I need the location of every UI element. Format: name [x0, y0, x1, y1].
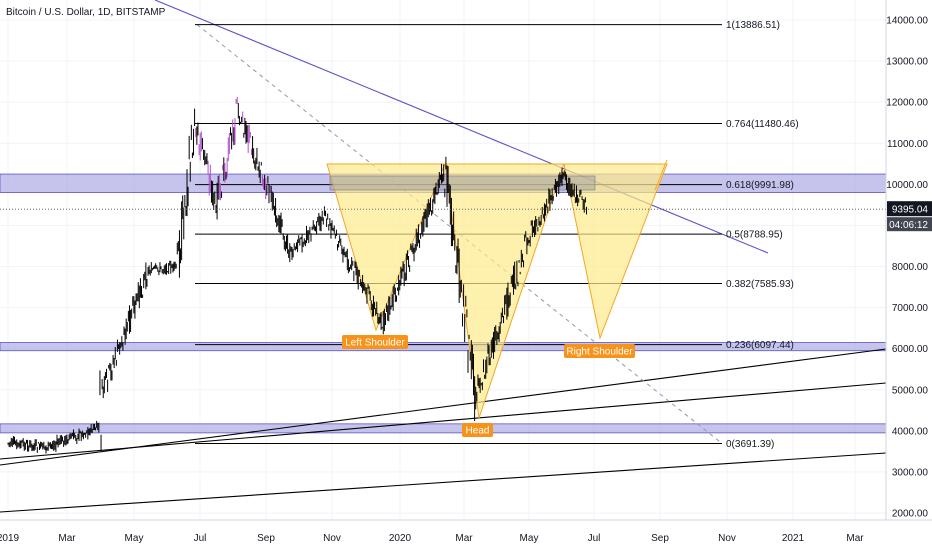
- price-axis-tick: 5000.00: [892, 385, 929, 396]
- price-axis[interactable]: [886, 0, 932, 550]
- time-axis-tick: May: [520, 533, 539, 544]
- price-axis-tick: 13000.00: [886, 57, 928, 68]
- pattern-label-left-shoulder-bg: [342, 335, 408, 349]
- countdown-box: [887, 217, 932, 232]
- time-axis-tick: Nov: [718, 533, 736, 544]
- current-price-box: [887, 201, 932, 217]
- neckline-extension: [654, 159, 668, 191]
- price-axis-tick: 14000.00: [886, 16, 928, 27]
- chart-title: Bitcoin / U.S. Dollar, 1D, BITSTAMP: [6, 7, 166, 18]
- price-axis-tick: 7000.00: [892, 303, 929, 314]
- price-axis-tick: 12000.00: [886, 98, 928, 109]
- fib-level-label: 0.382(7585.93): [726, 279, 794, 290]
- time-axis-tick: Mar: [58, 533, 76, 544]
- consolidation-box: [329, 175, 596, 191]
- price-axis-tick: 11000.00: [887, 139, 928, 150]
- time-axis-tick: 2020: [389, 533, 412, 544]
- time-axis-tick: Mar: [846, 533, 864, 544]
- pattern-label-left-shoulder: Left Shoulder: [345, 338, 405, 349]
- price-axis-tick: 6000.00: [892, 344, 929, 355]
- pattern-label-right-shoulder: Right Shoulder: [566, 347, 633, 358]
- time-axis-tick: Jul: [588, 533, 601, 544]
- time-axis-tick: Nov: [323, 533, 341, 544]
- trendline-support-upper: [0, 348, 887, 466]
- trendline-support-lower: [0, 452, 887, 513]
- fib-level-label: 0.764(11480.46): [726, 119, 799, 130]
- fib-level-label: 0.236(6097.44): [726, 340, 794, 351]
- price-axis-tick: 4000.00: [892, 426, 929, 437]
- right-shoulder-shape: [563, 163, 668, 340]
- time-axis-tick: Mar: [455, 533, 473, 544]
- price-axis-tick: 2000.00: [892, 509, 929, 520]
- fib-level-label: 0(3691.39): [726, 439, 774, 450]
- current-price-value: 9395.04: [892, 205, 929, 216]
- time-axis-tick: 2021: [782, 533, 805, 544]
- fib-level-label: 1(13886.51): [726, 20, 780, 31]
- trendline-support-middle: [0, 382, 887, 460]
- price-axis-tick: 8000.00: [892, 262, 929, 273]
- fib-level-label: 0.618(9991.98): [726, 180, 794, 191]
- time-axis-tick: Sep: [651, 533, 669, 544]
- trendline-descending: [154, 0, 769, 254]
- time-axis-tick: Sep: [257, 533, 275, 544]
- fib-level-label: 0.5(8788.95): [726, 230, 783, 241]
- time-axis[interactable]: [0, 520, 932, 550]
- pattern-label-right-shoulder-bg: [564, 344, 635, 358]
- pattern-label-head-bg: [462, 423, 493, 437]
- price-axis-tick: 3000.00: [892, 467, 929, 478]
- countdown-value: 04:06:12: [889, 220, 928, 231]
- price-axis-tick: 10000.00: [886, 180, 928, 191]
- time-axis-tick: May: [125, 533, 144, 544]
- time-axis-tick: Jul: [194, 533, 207, 544]
- support-resistance-zone: [0, 423, 887, 434]
- pattern-label-head: Head: [466, 426, 490, 437]
